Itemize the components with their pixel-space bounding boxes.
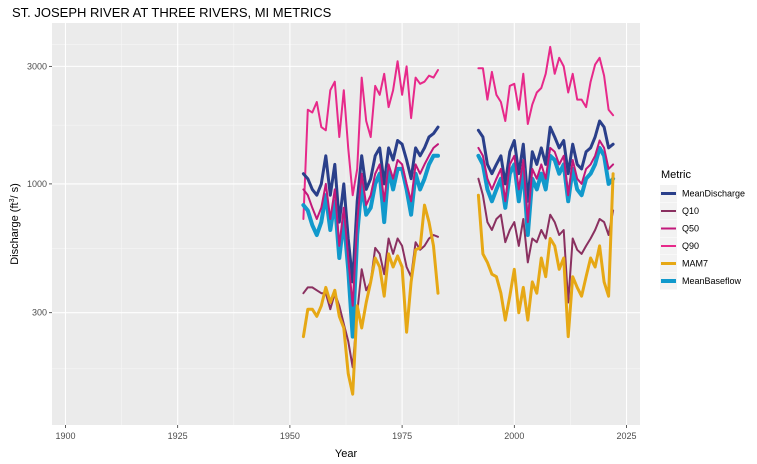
grid <box>52 23 640 425</box>
y-axis-title-sup: 3 <box>9 198 16 202</box>
legend-item-q50: Q50 <box>660 220 699 237</box>
x-tick-label: 1975 <box>392 431 412 441</box>
series-line-meandischarge <box>301 125 440 284</box>
series-line-mam7 <box>476 172 615 339</box>
axes: 1900 1925 1950 1975 2000 2025 300 1000 3000 <box>27 61 637 441</box>
chart-title: ST. JOSEPH RIVER AT THREE RIVERS, MI MET… <box>12 5 332 20</box>
series-line-q90 <box>477 45 615 125</box>
legend-label: MeanDischarge <box>682 189 745 199</box>
legend-item-q10: Q10 <box>660 202 699 220</box>
y-tick-label: 300 <box>32 308 47 318</box>
legend-title: Metric <box>661 169 691 181</box>
y-axis-title: Discharge (ft3/ s) <box>9 183 21 265</box>
series-line-q10 <box>477 177 615 304</box>
legend-label: Q10 <box>682 206 699 216</box>
legend-item-meanbaseflow: MeanBaseflow <box>660 272 742 290</box>
legend-item-mam7: MAM7 <box>660 255 708 272</box>
series-line-mam7 <box>301 203 440 396</box>
y-axis-title-tail: / s) <box>9 183 21 198</box>
legend-label: Q50 <box>682 224 699 234</box>
series-meanbaseflow <box>301 145 616 339</box>
x-tick-label: 1900 <box>55 431 75 441</box>
legend-label: Q90 <box>682 241 699 251</box>
series-line-q90 <box>302 60 439 220</box>
x-tick-label: 1925 <box>168 431 188 441</box>
series-q50 <box>302 139 615 307</box>
series-line-meanbaseflow <box>301 153 440 339</box>
series-line-meandischarge <box>476 119 615 203</box>
legend-item-q90: Q90 <box>660 237 699 255</box>
series-layer <box>301 45 616 396</box>
series-line-q50 <box>302 143 439 307</box>
y-tick-label: 3000 <box>27 61 47 71</box>
series-q90 <box>302 45 615 220</box>
x-axis-title: Year <box>335 448 358 460</box>
legend-label: MAM7 <box>682 259 708 269</box>
series-mam7 <box>301 172 615 396</box>
series-line-q50 <box>477 139 615 224</box>
y-axis-title-main: Discharge (ft <box>9 202 21 264</box>
x-tick-label: 2025 <box>617 431 637 441</box>
legend-item-meandischarge: MeanDischarge <box>660 185 745 202</box>
series-line-meanbaseflow <box>476 145 616 237</box>
series-meandischarge <box>301 119 615 284</box>
legend: MeanDischarge Q10 Q50 Q90 MAM7 MeanBaseflow <box>660 185 745 290</box>
x-tick-label: 1950 <box>280 431 300 441</box>
x-tick-label: 2000 <box>504 431 524 441</box>
y-tick-label: 1000 <box>27 179 47 189</box>
legend-label: MeanBaseflow <box>682 276 742 286</box>
